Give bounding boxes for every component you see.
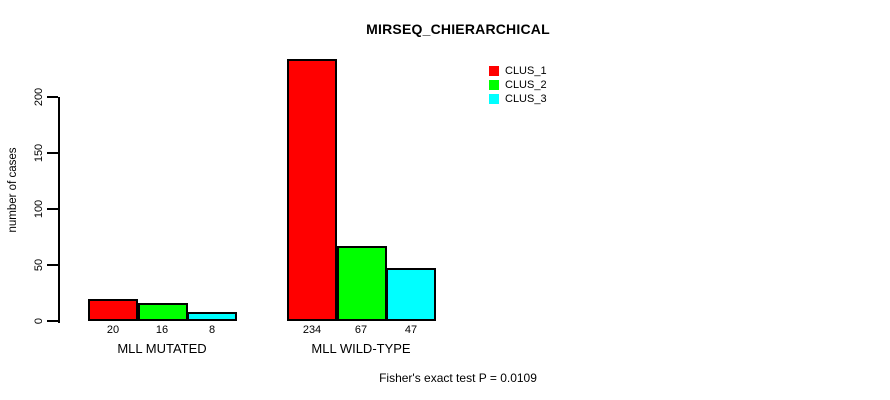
bar-value-label: 20 bbox=[106, 324, 120, 336]
y-tick-label-0: 0 bbox=[33, 317, 45, 325]
legend-swatch-CLUS_1 bbox=[489, 66, 499, 76]
legend-label-CLUS_2: CLUS_2 bbox=[505, 79, 547, 91]
legend-swatch-CLUS_3 bbox=[489, 94, 499, 104]
bar-value-label: 8 bbox=[208, 324, 216, 336]
bar-value-label: 16 bbox=[155, 324, 169, 336]
y-tick-label-150: 150 bbox=[33, 143, 45, 163]
y-tick-200 bbox=[47, 96, 58, 98]
bar-CLUS_3-mll-wild-type bbox=[386, 268, 436, 321]
y-tick-0 bbox=[47, 320, 58, 322]
y-axis-line bbox=[58, 97, 60, 323]
y-tick-100 bbox=[47, 208, 58, 210]
y-tick-50 bbox=[47, 264, 58, 266]
y-tick-label-100: 100 bbox=[33, 199, 45, 219]
bar-CLUS_1-mll-wild-type bbox=[287, 59, 337, 321]
annotation-text: Fisher's exact test P = 0.0109 bbox=[379, 371, 537, 385]
legend-label-CLUS_3: CLUS_3 bbox=[505, 93, 547, 105]
legend-row-CLUS_1: CLUS_1 bbox=[489, 64, 547, 78]
bar-CLUS_2-mll-mutated bbox=[138, 303, 188, 321]
legend-row-CLUS_3: CLUS_3 bbox=[489, 92, 547, 106]
legend-row-CLUS_2: CLUS_2 bbox=[489, 78, 547, 92]
bar-value-label: 47 bbox=[404, 324, 418, 336]
legend-label-CLUS_1: CLUS_1 bbox=[505, 65, 547, 77]
bar-CLUS_1-mll-mutated bbox=[88, 299, 138, 321]
y-tick-label-200: 200 bbox=[33, 87, 45, 107]
y-tick-label-50: 50 bbox=[33, 258, 45, 272]
legend-swatch-CLUS_2 bbox=[489, 80, 499, 90]
bar-value-label: 67 bbox=[354, 324, 368, 336]
y-axis-label: number of cases bbox=[7, 147, 19, 233]
y-tick-150 bbox=[47, 152, 58, 154]
bar-CLUS_2-mll-wild-type bbox=[337, 246, 387, 321]
group-label-mll-wild-type: MLL WILD-TYPE bbox=[311, 341, 411, 356]
bar-CLUS_3-mll-mutated bbox=[187, 312, 237, 321]
group-label-mll-mutated: MLL MUTATED bbox=[117, 341, 207, 356]
chart-title: MIRSEQ_CHIERARCHICAL bbox=[366, 21, 550, 37]
bar-value-label: 234 bbox=[302, 324, 322, 336]
